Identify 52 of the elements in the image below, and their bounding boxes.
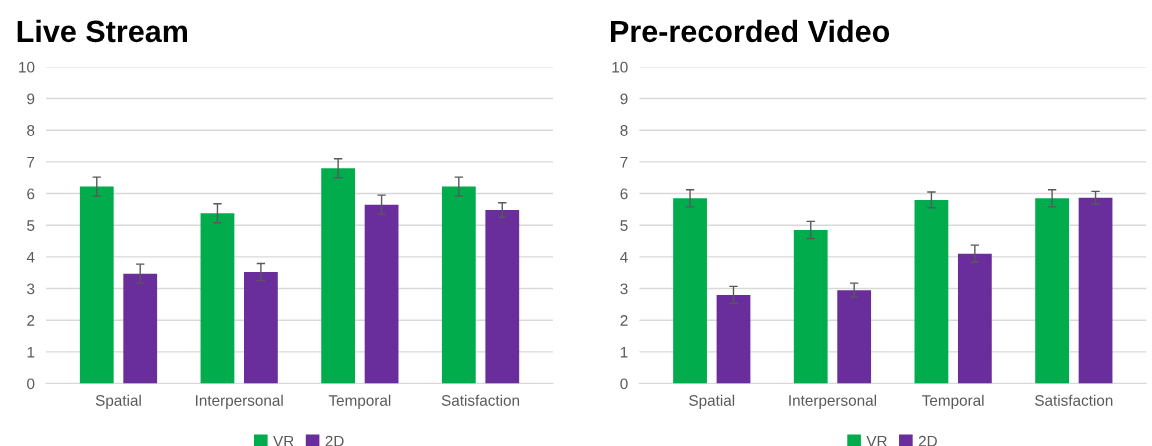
x-tick-label: Temporal [328, 394, 391, 409]
legend-label: 2D [325, 435, 344, 446]
bar [321, 168, 356, 384]
y-tick-label: 2 [620, 315, 628, 326]
bar [485, 210, 520, 384]
y-tick-label: 1 [620, 346, 628, 358]
y-tick-label: 9 [27, 93, 35, 105]
y-tick-label: 9 [620, 93, 628, 105]
legend-label: VR [866, 435, 887, 446]
y-tick-label: 5 [620, 220, 628, 231]
y-tick-label: 3 [27, 283, 35, 295]
chart-title: Pre-recorded Video [610, 19, 890, 43]
bar [914, 199, 949, 384]
bar [79, 186, 114, 384]
legend-label: VR [273, 435, 294, 446]
x-tick-label: Spatial [95, 394, 141, 409]
bar [957, 253, 992, 384]
y-tick-label: 4 [620, 251, 628, 263]
bar [793, 229, 828, 384]
bar [716, 294, 751, 384]
y-tick-label: 10 [612, 61, 628, 73]
y-tick-label: 7 [27, 156, 35, 168]
bar [123, 273, 158, 384]
y-tick-label: 8 [27, 125, 35, 136]
bar [1035, 198, 1069, 384]
y-tick-label: 7 [620, 156, 628, 168]
y-tick-label: 6 [27, 188, 35, 200]
y-tick-label: 4 [26, 251, 35, 263]
x-tick-label: Interpersonal [789, 394, 877, 409]
bar [244, 272, 278, 384]
bar [837, 290, 872, 384]
x-tick-label: Satisfaction [1035, 394, 1113, 406]
y-tick-label: 8 [620, 125, 628, 136]
x-tick-label: Spatial [689, 394, 735, 409]
x-tick-label: Interpersonal [196, 394, 283, 409]
legend-label: 2D [918, 435, 937, 446]
y-tick-label: 5 [27, 220, 35, 231]
chart-title: Live Stream [17, 19, 188, 43]
y-tick-label: 2 [27, 315, 35, 326]
bar [200, 213, 235, 384]
bar [673, 198, 707, 384]
bar [1078, 197, 1113, 384]
bar [364, 204, 399, 384]
y-tick-label: 6 [620, 188, 628, 200]
y-tick-label: 1 [27, 346, 35, 358]
x-tick-label: Satisfaction [441, 394, 520, 406]
x-tick-label: Temporal [922, 394, 984, 409]
y-tick-label: 0 [27, 378, 35, 390]
y-tick-label: 3 [620, 283, 628, 295]
y-tick-label: 0 [620, 378, 628, 390]
y-tick-label: 10 [19, 61, 35, 73]
bar [441, 186, 476, 384]
